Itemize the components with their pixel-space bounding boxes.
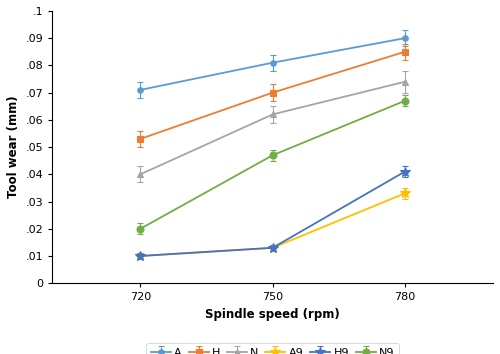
X-axis label: Spindle speed (rpm): Spindle speed (rpm) [206,308,340,321]
Legend: A, H, N, A9, H9, N9: A, H, N, A9, H9, N9 [146,343,399,354]
Y-axis label: Tool wear (mm): Tool wear (mm) [7,96,20,198]
